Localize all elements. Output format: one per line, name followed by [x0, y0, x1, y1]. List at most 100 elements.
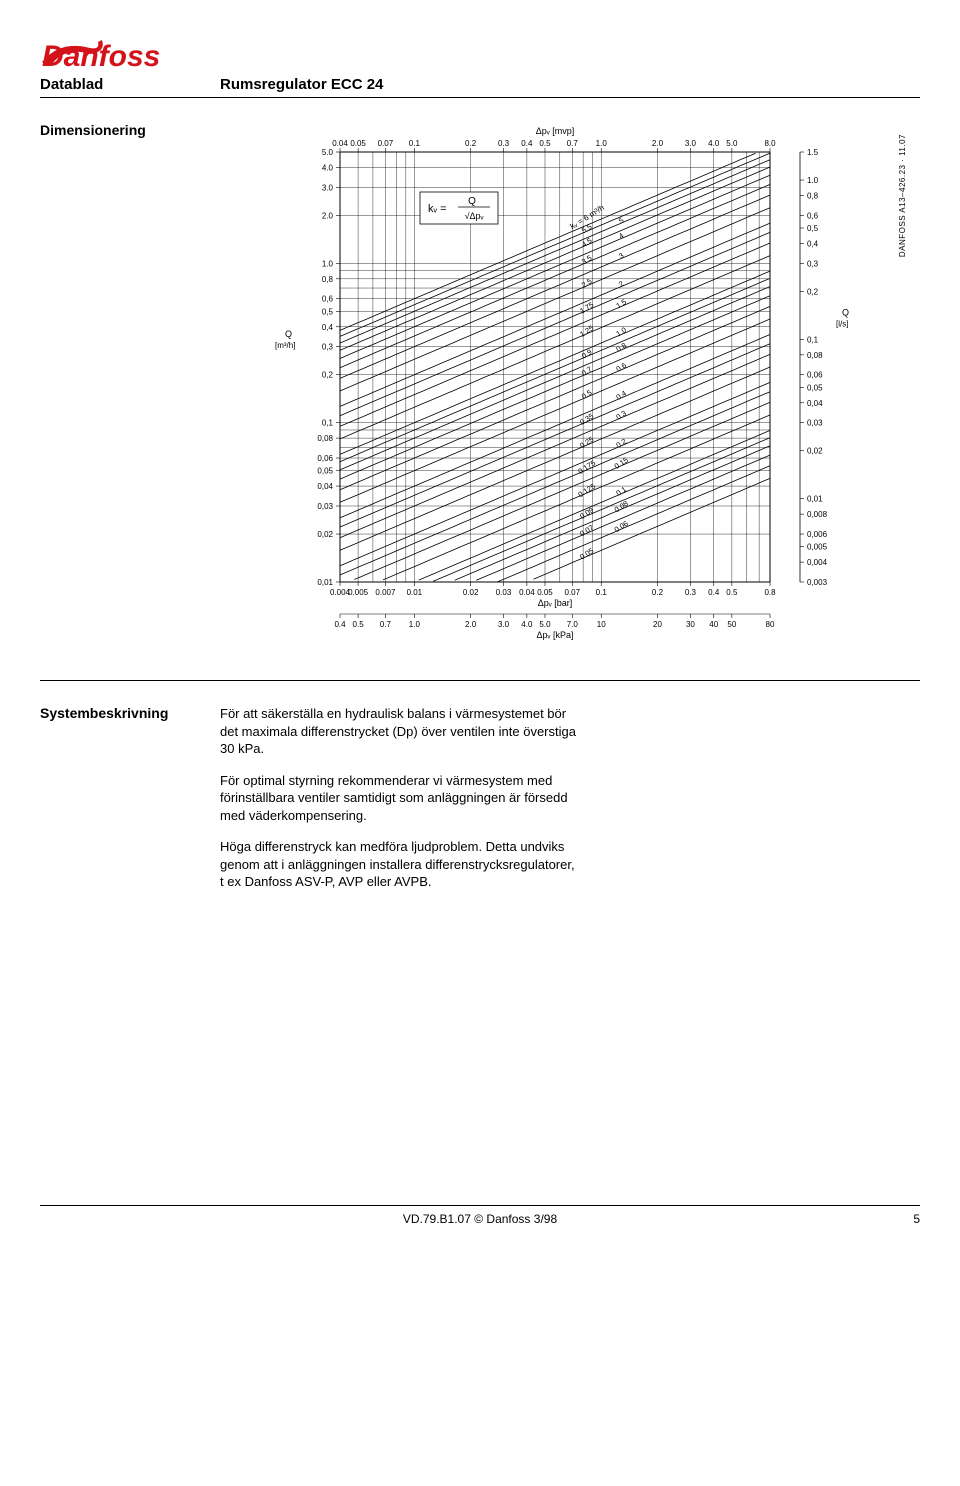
svg-text:0.007: 0.007 — [375, 588, 396, 597]
svg-text:0.02: 0.02 — [463, 588, 479, 597]
svg-text:0,2: 0,2 — [322, 371, 334, 380]
svg-text:0.07: 0.07 — [378, 139, 394, 148]
svg-text:4.0: 4.0 — [322, 163, 334, 172]
svg-text:0,08: 0,08 — [317, 434, 333, 443]
svg-text:3.0: 3.0 — [498, 620, 510, 629]
svg-text:0,03: 0,03 — [317, 502, 333, 511]
svg-text:0,08: 0,08 — [807, 351, 823, 360]
svg-text:1.0: 1.0 — [807, 176, 819, 185]
chart-side-note: DANFOSS A13–426.23 · 11.07 — [898, 134, 907, 257]
svg-text:0,05: 0,05 — [317, 467, 333, 476]
svg-text:5.0: 5.0 — [539, 620, 551, 629]
svg-text:[l/s]: [l/s] — [836, 319, 848, 328]
svg-text:3: 3 — [617, 251, 625, 261]
svg-text:0,05: 0,05 — [807, 383, 823, 392]
svg-text:30: 30 — [686, 620, 695, 629]
svg-text:0.05: 0.05 — [350, 139, 366, 148]
svg-text:5.0: 5.0 — [726, 139, 738, 148]
svg-text:0.8: 0.8 — [764, 588, 776, 597]
svg-text:0.01: 0.01 — [407, 588, 423, 597]
svg-text:0,02: 0,02 — [807, 447, 823, 456]
svg-text:1.0: 1.0 — [596, 139, 608, 148]
svg-text:0.5: 0.5 — [539, 139, 551, 148]
svg-text:0.005: 0.005 — [348, 588, 369, 597]
doc-type: Datablad — [40, 76, 220, 93]
svg-text:5: 5 — [617, 216, 625, 226]
svg-text:50: 50 — [727, 620, 736, 629]
svg-text:0,8: 0,8 — [322, 275, 334, 284]
svg-text:40: 40 — [709, 620, 718, 629]
svg-text:√Δpᵥ: √Δpᵥ — [465, 211, 484, 221]
svg-text:0,06: 0,06 — [807, 371, 823, 380]
product-title: Rumsregulator ECC 24 — [220, 76, 383, 93]
svg-text:0.4: 0.4 — [708, 588, 720, 597]
svg-text:0.05: 0.05 — [537, 588, 553, 597]
svg-text:3.0: 3.0 — [685, 139, 697, 148]
svg-text:Δpᵥ [mvp]: Δpᵥ [mvp] — [536, 126, 574, 136]
svg-text:0.175: 0.175 — [576, 458, 597, 476]
svg-text:0,01: 0,01 — [807, 495, 823, 504]
svg-text:0.3: 0.3 — [498, 139, 510, 148]
svg-text:20: 20 — [653, 620, 662, 629]
svg-text:0.1: 0.1 — [409, 139, 421, 148]
paragraph: Höga differenstryck kan medföra ljudprob… — [220, 838, 580, 891]
svg-text:0,5: 0,5 — [322, 307, 334, 316]
svg-text:0,6: 0,6 — [807, 211, 819, 220]
svg-text:0.03: 0.03 — [496, 588, 512, 597]
svg-text:0.125: 0.125 — [576, 482, 597, 500]
svg-text:0,004: 0,004 — [807, 558, 828, 567]
svg-text:0.04: 0.04 — [519, 588, 535, 597]
svg-text:0,4: 0,4 — [807, 239, 819, 248]
svg-text:0.3: 0.3 — [685, 588, 697, 597]
svg-text:4.0: 4.0 — [521, 620, 533, 629]
svg-text:Δpᵥ [bar]: Δpᵥ [bar] — [538, 598, 572, 608]
svg-text:0,4: 0,4 — [322, 323, 334, 332]
svg-text:0.4: 0.4 — [521, 139, 533, 148]
svg-text:0.04: 0.04 — [332, 139, 348, 148]
svg-text:0,1: 0,1 — [322, 419, 334, 428]
page-footer: VD.79.B1.07 © Danfoss 3/98 5 — [40, 1205, 920, 1226]
svg-text:Danfoss: Danfoss — [42, 40, 160, 70]
svg-text:Q: Q — [468, 196, 476, 207]
svg-text:80: 80 — [766, 620, 775, 629]
section-label: Dimensionering — [40, 122, 220, 652]
svg-text:0,04: 0,04 — [807, 399, 823, 408]
svg-text:0.07: 0.07 — [565, 588, 581, 597]
svg-text:Q: Q — [285, 329, 292, 339]
svg-text:kᵥ =: kᵥ = — [428, 203, 447, 215]
svg-text:0,02: 0,02 — [317, 530, 333, 539]
svg-text:0,06: 0,06 — [317, 454, 333, 463]
header-row: Datablad Rumsregulator ECC 24 — [40, 76, 920, 98]
svg-text:0.5: 0.5 — [726, 588, 738, 597]
svg-text:2.0: 2.0 — [322, 211, 334, 220]
svg-text:0.4: 0.4 — [334, 620, 346, 629]
section-systembeskrivning: Systembeskrivning För att säkerställa en… — [40, 705, 920, 905]
svg-text:0.7: 0.7 — [380, 620, 392, 629]
svg-text:0,04: 0,04 — [317, 482, 333, 491]
svg-text:0,3: 0,3 — [322, 343, 334, 352]
paragraph: För att säkerställa en hydraulisk balans… — [220, 705, 580, 758]
svg-text:0.7: 0.7 — [567, 139, 579, 148]
svg-text:5.0: 5.0 — [322, 148, 334, 157]
divider — [40, 680, 920, 681]
paragraph: För optimal styrning rekommenderar vi vä… — [220, 772, 580, 825]
svg-text:4: 4 — [617, 231, 625, 241]
svg-text:Δpᵥ [kPa]: Δpᵥ [kPa] — [537, 630, 574, 640]
kv-nomograph-chart: 5.554.543.532.521.751.51.251.00.90.80.70… — [245, 122, 895, 652]
svg-text:0,03: 0,03 — [807, 419, 823, 428]
svg-text:0,008: 0,008 — [807, 510, 828, 519]
svg-text:0,1: 0,1 — [807, 335, 819, 344]
svg-text:[m³/h]: [m³/h] — [275, 341, 295, 350]
svg-text:0,2: 0,2 — [807, 287, 819, 296]
footer-center: VD.79.B1.07 © Danfoss 3/98 — [40, 1212, 920, 1226]
section-label: Systembeskrivning — [40, 705, 220, 905]
svg-text:8.0: 8.0 — [764, 139, 776, 148]
svg-text:0,01: 0,01 — [317, 578, 333, 587]
svg-text:1.0: 1.0 — [322, 259, 334, 268]
svg-text:2: 2 — [617, 279, 625, 289]
svg-text:2.0: 2.0 — [652, 139, 664, 148]
svg-text:0.08: 0.08 — [613, 499, 630, 514]
svg-text:0.2: 0.2 — [465, 139, 477, 148]
svg-text:4.0: 4.0 — [708, 139, 720, 148]
svg-text:10: 10 — [597, 620, 606, 629]
